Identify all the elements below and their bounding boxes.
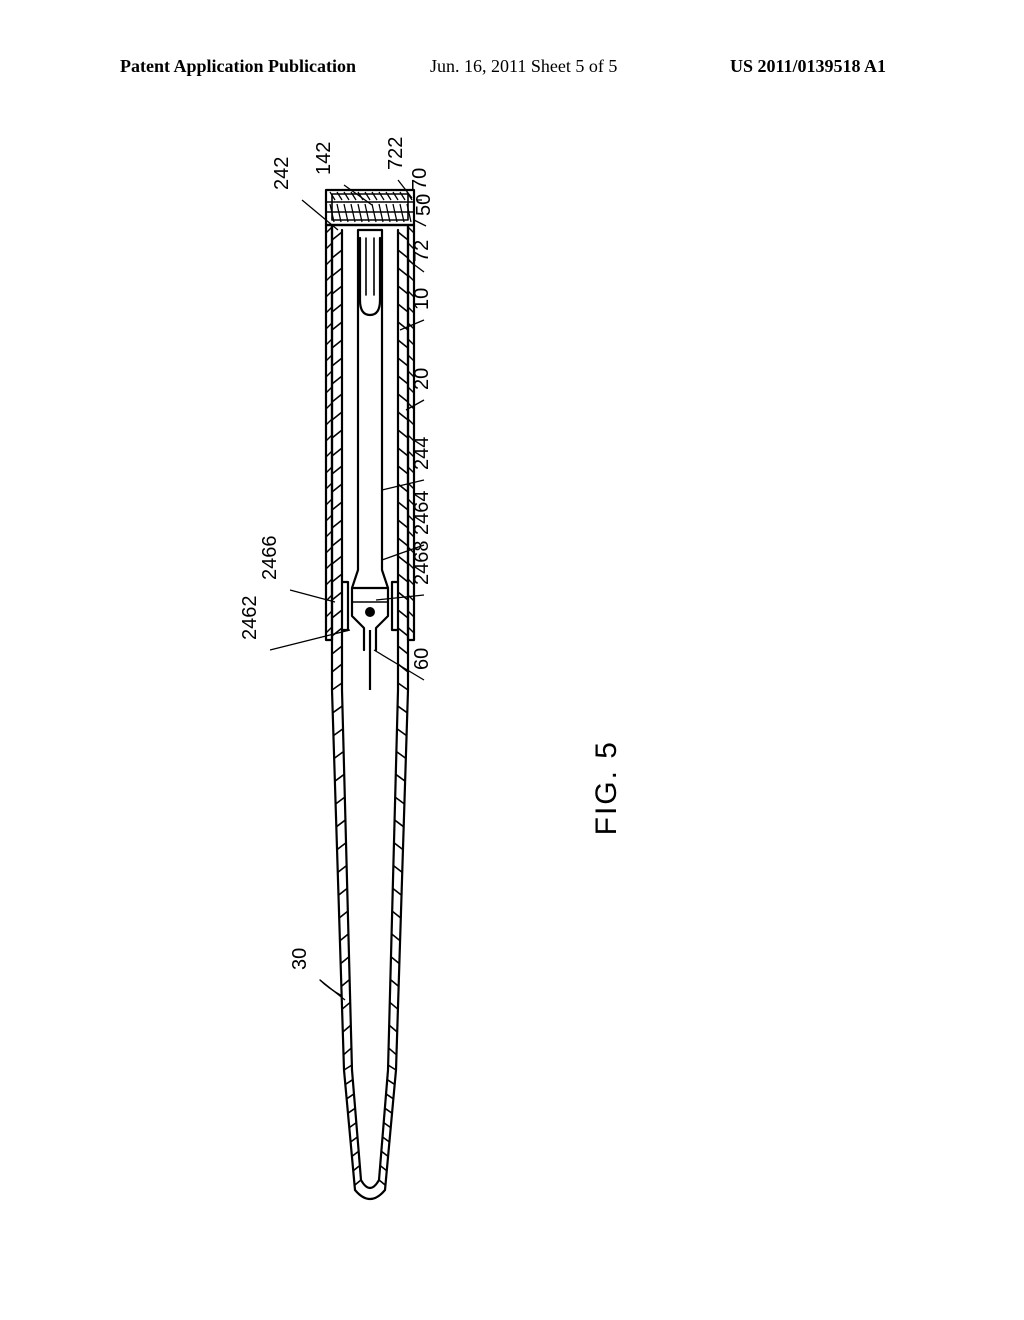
header-left: Patent Application Publication xyxy=(120,56,356,77)
ref-num-60: 60 xyxy=(411,648,433,670)
patent-page: Patent Application Publication Jun. 16, … xyxy=(0,0,1024,1320)
ref-num-30: 30 xyxy=(289,948,311,970)
ref-num-242: 242 xyxy=(271,157,293,190)
ref-num-2464: 2464 xyxy=(411,491,433,536)
ref-num-72: 72 xyxy=(411,240,433,262)
figure-label: FIG. 5 xyxy=(590,740,624,835)
ref-num-70: 70 xyxy=(409,168,431,190)
ref-num-244: 244 xyxy=(411,437,433,470)
ref-num-50: 50 xyxy=(413,194,435,216)
ref-num-2462: 2462 xyxy=(239,596,261,641)
header-center: Jun. 16, 2011 Sheet 5 of 5 xyxy=(430,56,617,77)
ref-num-142: 142 xyxy=(313,142,335,175)
ref-num-20: 20 xyxy=(411,368,433,390)
ref-num-2466: 2466 xyxy=(259,536,281,581)
figure-svg: 142 72270 50 72 10 20 244 2464 2468 242 2466 2462 60… xyxy=(120,130,900,1230)
figure-area: 142 72270 50 72 10 20 244 2464 2468 242 2466 2462 60… xyxy=(120,130,900,1230)
ref-num-10: 10 xyxy=(411,288,433,310)
ref-num-2468: 2468 xyxy=(411,541,433,586)
ref-num-722: 722 xyxy=(385,137,407,170)
header-right: US 2011/0139518 A1 xyxy=(730,56,886,77)
